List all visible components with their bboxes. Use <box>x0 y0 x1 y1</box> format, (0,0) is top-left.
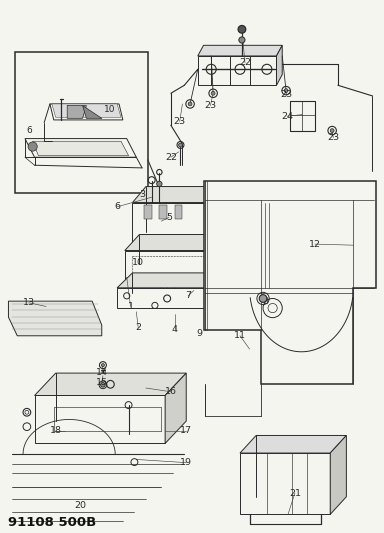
Text: 1: 1 <box>127 302 134 311</box>
Text: 14: 14 <box>96 368 108 376</box>
Polygon shape <box>35 373 186 395</box>
Polygon shape <box>175 205 182 219</box>
Polygon shape <box>240 435 346 453</box>
Text: 19: 19 <box>180 458 192 467</box>
Text: 6: 6 <box>26 126 31 135</box>
Text: 12: 12 <box>309 240 321 248</box>
Polygon shape <box>52 104 121 117</box>
Text: 2: 2 <box>135 324 141 332</box>
Text: 21: 21 <box>289 489 301 497</box>
Text: 7: 7 <box>185 292 191 300</box>
Circle shape <box>238 26 246 33</box>
Circle shape <box>28 142 37 151</box>
Circle shape <box>179 143 182 147</box>
Circle shape <box>101 364 104 367</box>
Text: 15: 15 <box>96 378 108 387</box>
Polygon shape <box>83 106 102 118</box>
Polygon shape <box>132 187 228 203</box>
Polygon shape <box>330 435 346 514</box>
Circle shape <box>188 102 192 106</box>
Text: 22: 22 <box>165 153 177 161</box>
Polygon shape <box>240 453 330 514</box>
Text: 10: 10 <box>104 105 115 114</box>
Text: 3: 3 <box>76 110 81 119</box>
Text: 3: 3 <box>139 190 145 199</box>
Text: 10: 10 <box>132 259 144 267</box>
Circle shape <box>259 295 267 302</box>
Circle shape <box>239 37 245 43</box>
Polygon shape <box>225 273 240 308</box>
Text: 16: 16 <box>165 387 177 396</box>
Circle shape <box>101 383 105 387</box>
Text: 20: 20 <box>74 501 87 510</box>
Text: 23: 23 <box>174 117 186 126</box>
Text: 91108 500B: 91108 500B <box>8 516 97 529</box>
Polygon shape <box>144 205 152 219</box>
Polygon shape <box>117 288 225 308</box>
Circle shape <box>284 88 288 93</box>
Text: 17: 17 <box>180 426 192 435</box>
Circle shape <box>157 181 162 187</box>
Text: 4: 4 <box>172 325 178 334</box>
Text: 13: 13 <box>23 298 35 307</box>
Polygon shape <box>215 187 228 248</box>
Circle shape <box>330 128 334 133</box>
Polygon shape <box>125 251 219 280</box>
Polygon shape <box>125 235 233 251</box>
Polygon shape <box>50 104 123 120</box>
Polygon shape <box>219 235 233 280</box>
Text: 23: 23 <box>204 101 217 110</box>
Polygon shape <box>198 45 282 56</box>
Polygon shape <box>8 301 102 336</box>
Text: 24: 24 <box>281 112 293 120</box>
Text: 23: 23 <box>280 91 292 99</box>
Text: 5: 5 <box>166 213 172 222</box>
Polygon shape <box>15 52 148 193</box>
Polygon shape <box>198 56 276 85</box>
Text: 11: 11 <box>234 332 246 340</box>
Circle shape <box>211 91 215 95</box>
Polygon shape <box>35 395 165 443</box>
Polygon shape <box>117 273 240 288</box>
Polygon shape <box>25 139 136 157</box>
Text: 23: 23 <box>327 133 339 142</box>
Text: 6: 6 <box>114 203 120 211</box>
Polygon shape <box>33 141 129 156</box>
Polygon shape <box>276 45 282 85</box>
Text: 8: 8 <box>262 297 268 305</box>
Polygon shape <box>67 106 86 118</box>
Polygon shape <box>132 203 215 248</box>
Polygon shape <box>165 373 186 443</box>
Text: 18: 18 <box>50 426 62 435</box>
Polygon shape <box>204 181 376 384</box>
Polygon shape <box>159 205 167 219</box>
Text: 22: 22 <box>239 59 251 67</box>
Text: 9: 9 <box>197 329 203 337</box>
